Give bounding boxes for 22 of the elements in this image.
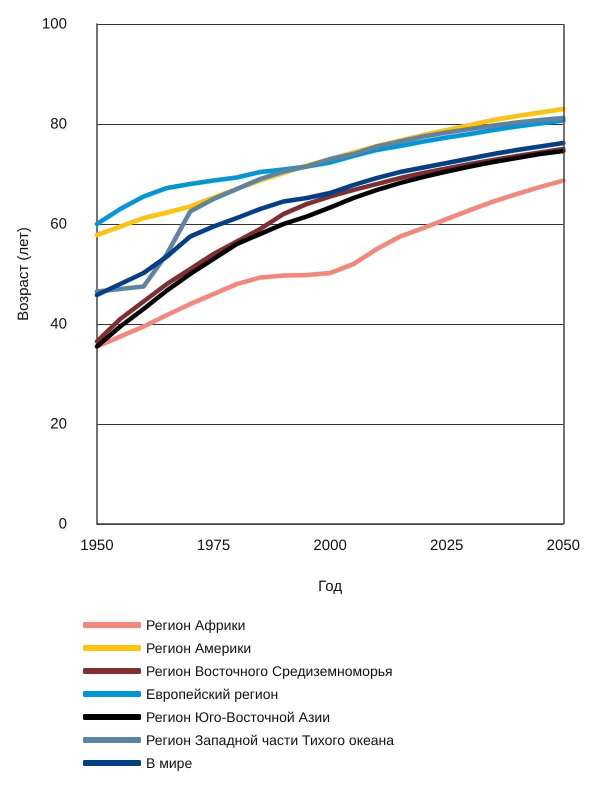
x-axis-title: Год bbox=[318, 578, 342, 595]
y-tick-label: 80 bbox=[50, 116, 67, 132]
legend-label: Регион Юго-Восточной Азии bbox=[146, 709, 330, 725]
legend-label: Регион Западной части Тихого океана bbox=[146, 732, 394, 748]
y-tick-label: 0 bbox=[58, 516, 67, 532]
x-tick-label: 2050 bbox=[546, 537, 580, 554]
legend-label: Регион Америки bbox=[146, 640, 252, 656]
y-tick-label: 20 bbox=[50, 416, 67, 432]
x-tick-label: 1975 bbox=[196, 537, 230, 554]
legend-label: Регион Восточного Средиземноморья bbox=[146, 663, 393, 679]
x-tick-label: 1950 bbox=[80, 537, 114, 554]
y-tick-label: 40 bbox=[50, 316, 67, 332]
legend-label: Европейский регион bbox=[146, 686, 278, 702]
legend-label: В мире bbox=[146, 755, 192, 771]
x-tick-label: 2025 bbox=[430, 537, 464, 554]
legend-label: Регион Африки bbox=[146, 617, 246, 633]
line-series bbox=[94, 116, 566, 294]
y-tick-label: 60 bbox=[50, 216, 67, 232]
line-series bbox=[94, 140, 566, 298]
x-tick-label: 2000 bbox=[313, 537, 347, 554]
y-tick-label: 100 bbox=[42, 16, 67, 32]
y-axis-title: Возраст (лет) bbox=[15, 227, 32, 321]
